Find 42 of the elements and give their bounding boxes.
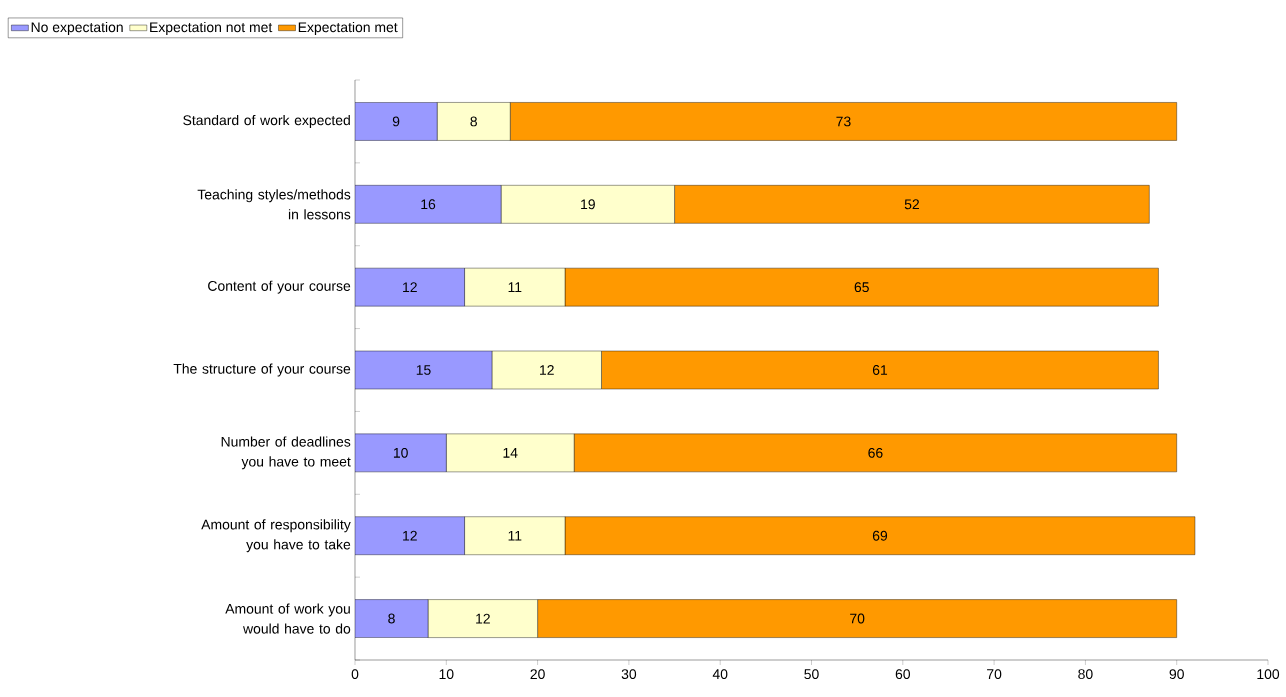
x-tick-label: 70 bbox=[987, 669, 1002, 680]
y-tick-label: The structure of your course bbox=[173, 363, 351, 377]
legend-label: Expectation not met bbox=[150, 21, 273, 35]
legend-label: Expectation met bbox=[298, 21, 398, 35]
x-tick-label: 100 bbox=[1257, 669, 1280, 680]
x-tick-label: 80 bbox=[1078, 669, 1093, 680]
data-label: 12 bbox=[403, 530, 417, 541]
y-tick-label: Standard of work expected bbox=[183, 114, 350, 128]
data-label: 8 bbox=[388, 613, 395, 624]
data-label: 70 bbox=[850, 613, 865, 624]
y-tick-label: Number of deadlines you have to meet bbox=[221, 436, 351, 470]
data-label: 52 bbox=[904, 199, 919, 210]
data-label: 12 bbox=[476, 613, 490, 624]
data-label: 15 bbox=[416, 365, 431, 375]
y-tick-label: Content of your course bbox=[208, 280, 351, 294]
data-label: 9 bbox=[392, 116, 400, 127]
x-tick-label: 0 bbox=[351, 669, 359, 680]
x-tick-label: 50 bbox=[804, 669, 819, 680]
data-label: 61 bbox=[872, 365, 888, 375]
y-tick-label: Amount of responsibility you have to take bbox=[201, 519, 351, 553]
data-label: 69 bbox=[872, 530, 888, 541]
data-label: 10 bbox=[393, 447, 408, 458]
data-label: 12 bbox=[403, 282, 417, 293]
x-tick-label: 90 bbox=[1169, 669, 1184, 680]
data-label: 8 bbox=[470, 116, 477, 127]
data-label: 12 bbox=[540, 365, 554, 375]
y-tick-label: Teaching styles/methods in lessons bbox=[197, 189, 351, 220]
x-tick-label: 10 bbox=[439, 669, 454, 680]
x-tick-label: 60 bbox=[895, 669, 911, 680]
x-tick-label: 20 bbox=[530, 669, 545, 680]
data-label: 14 bbox=[503, 448, 518, 458]
x-tick-label: 30 bbox=[621, 669, 637, 680]
data-label: 65 bbox=[854, 282, 869, 293]
x-tick-label: 40 bbox=[712, 669, 728, 680]
legend-label: No expectation bbox=[31, 21, 123, 35]
data-label: 11 bbox=[508, 282, 522, 292]
y-tick-label: Amount of work you would have to do bbox=[225, 603, 351, 634]
data-label: 73 bbox=[836, 116, 851, 127]
data-label: 11 bbox=[508, 530, 522, 541]
data-label: 19 bbox=[581, 199, 595, 210]
data-label: 16 bbox=[421, 199, 436, 210]
data-label: 66 bbox=[868, 447, 883, 458]
